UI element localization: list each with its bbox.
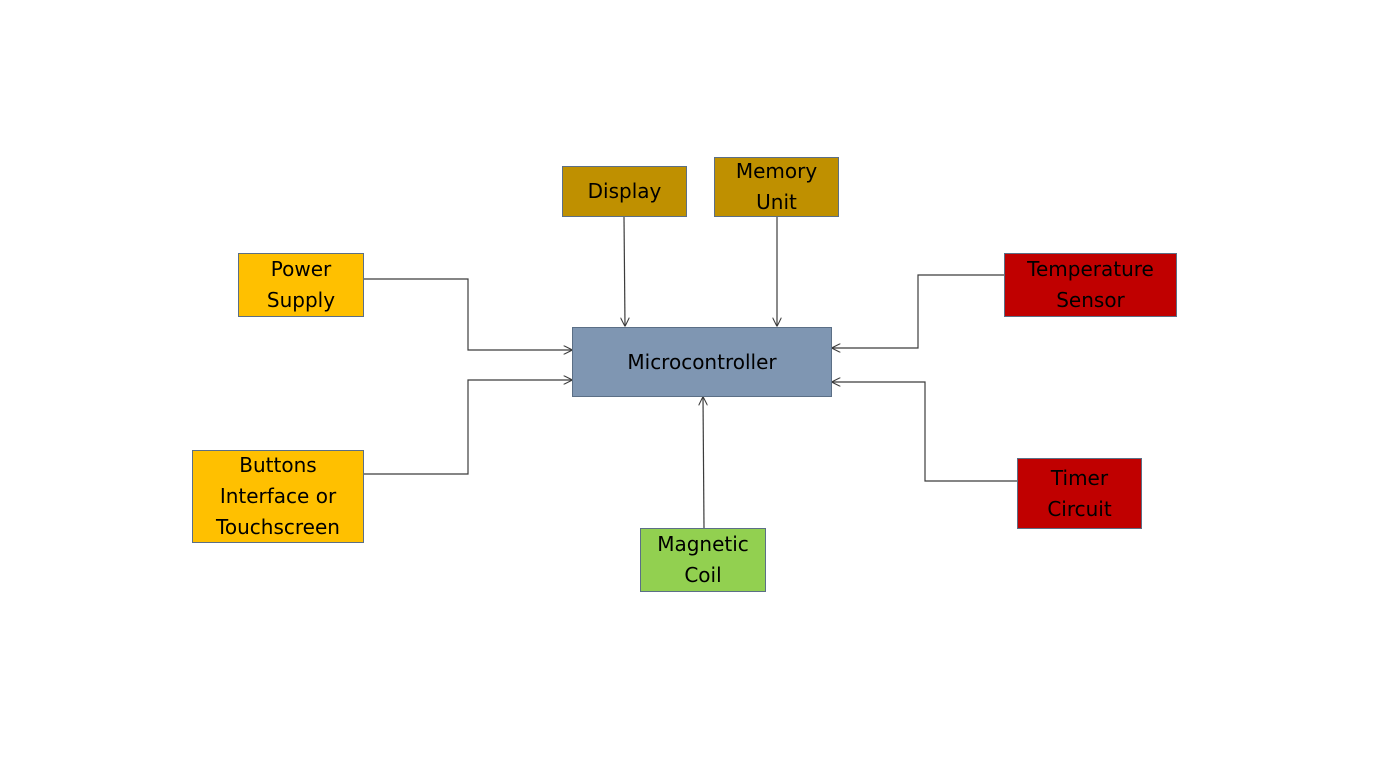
arrow-temperature-sensor-to-microcontroller bbox=[832, 274, 1004, 348]
arrow-timer-circuit-to-microcontroller bbox=[832, 382, 1017, 482]
timer-circuit-label: Timer Circuit bbox=[1047, 465, 1112, 521]
memory-unit-label: Memory Unit bbox=[735, 159, 818, 214]
arrow-power-supply-to-microcontroller bbox=[364, 278, 572, 350]
temperature-sensor-block: Temperature Sensor bbox=[1004, 253, 1177, 317]
timer-circuit-block: Timer Circuit bbox=[1017, 458, 1142, 529]
arrow-buttons-to-microcontroller bbox=[364, 380, 572, 475]
power-supply-block: Power Supply bbox=[238, 253, 364, 317]
buttons-block: Buttons Interface or Touchscreen bbox=[192, 450, 364, 543]
microcontroller-block: Microcontroller bbox=[572, 327, 832, 397]
arrow-display-to-microcontroller bbox=[624, 216, 625, 326]
microcontroller-label: Microcontroller bbox=[627, 349, 777, 374]
display-block: Display bbox=[562, 166, 687, 217]
magnetic-coil-block: Magnetic Coil bbox=[640, 528, 766, 592]
power-supply-label: Power Supply bbox=[266, 257, 336, 312]
memory-unit-block: Memory Unit bbox=[714, 157, 839, 217]
temperature-sensor-label: Temperature Sensor bbox=[1027, 257, 1154, 312]
arrow-magnetic-coil-to-microcontroller bbox=[703, 397, 704, 529]
magnetic-coil-label: Magnetic Coil bbox=[657, 532, 749, 587]
buttons-label: Buttons Interface or Touchscreen bbox=[216, 453, 340, 539]
display-label: Display bbox=[587, 179, 662, 203]
